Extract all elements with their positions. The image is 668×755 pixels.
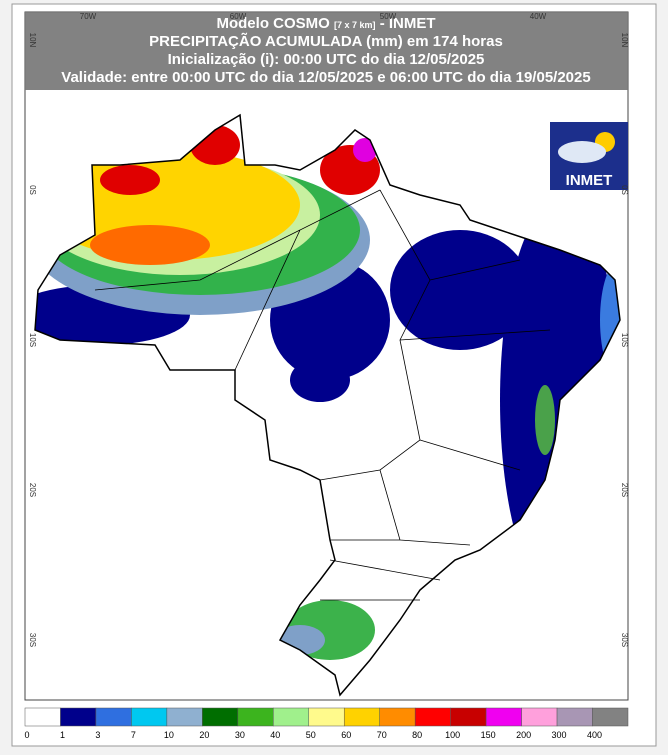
latitude-label: 30S [28, 633, 37, 647]
colorbar-label: 3 [95, 730, 100, 740]
logo-cloud [558, 141, 606, 163]
colorbar-label: 150 [481, 730, 496, 740]
colorbar-swatch [95, 707, 132, 727]
colorbar-label: 80 [412, 730, 422, 740]
longitude-label: 60W [230, 12, 247, 21]
colorbar-swatch [414, 707, 451, 727]
colorbar-label: 40 [270, 730, 280, 740]
latitude-label: 20S [28, 483, 37, 497]
colorbar-swatch [485, 707, 522, 727]
logo-text: INMET [566, 172, 613, 189]
colorbar-swatch [60, 707, 97, 727]
colorbar-label: 100 [445, 730, 460, 740]
country-outline [34, 113, 621, 697]
colorbar-label: 20 [199, 730, 209, 740]
colorbar-swatch [237, 707, 274, 727]
resolution: [7 x 7 km] [334, 20, 376, 30]
colorbar-label: 70 [377, 730, 387, 740]
source: - INMET [380, 15, 436, 32]
header-line: Modelo COSMO [7 x 7 km] - INMET [216, 15, 435, 32]
validity: Validade: entre 00:00 UTC do dia 12/05/2… [61, 69, 590, 86]
colorbar-swatch [556, 707, 593, 727]
colorbar-label: 60 [341, 730, 351, 740]
initialization: Inicialização (i): 00:00 UTC do dia 12/0… [168, 51, 485, 68]
latitude-label: 10S [620, 333, 629, 347]
colorbar-swatch [166, 707, 203, 727]
colorbar-swatch [131, 707, 168, 727]
title: PRECIPITAÇÃO ACUMULADA (mm) em 174 horas [149, 32, 503, 50]
colorbar-swatch [202, 707, 239, 727]
latitude-label: 0S [620, 185, 629, 195]
colorbar-swatch [521, 707, 558, 727]
colorbar-swatch [273, 707, 310, 727]
latitude-label: 10N [28, 33, 37, 48]
model-name: Modelo COSMO [216, 15, 330, 32]
latitude-label: 30S [620, 633, 629, 647]
colorbar-label: 0 [24, 730, 29, 740]
colorbar-label: 400 [587, 730, 602, 740]
colorbar-label: 300 [552, 730, 567, 740]
latitude-label: 10S [28, 333, 37, 347]
latitude-label: 20S [620, 483, 629, 497]
longitude-label: 40W [530, 12, 547, 21]
header-band [25, 12, 628, 90]
longitude-label: 50W [380, 12, 397, 21]
state-borders [94, 189, 551, 601]
colorbar-label: 10 [164, 730, 174, 740]
colorbar-label: 7 [131, 730, 136, 740]
colorbar-label: 1 [60, 730, 65, 740]
latitude-label: 10N [620, 33, 629, 48]
colorbar-swatch [450, 707, 487, 727]
colorbar-swatch [308, 707, 345, 727]
graticule-labels: 70W 60W 50W 40W 10N 10N 0S 0S 10S 10S 20S 20S 30S 30S [28, 12, 629, 647]
longitude-label: 70W [80, 12, 97, 21]
colorbar-label: 30 [235, 730, 245, 740]
colorbar-swatch [343, 707, 380, 727]
colorbar: 0 1 3 7 10 20 30 40 50 60 70 80 100 150 200 300 400 [24, 707, 629, 740]
latitude-label: 0S [28, 185, 37, 195]
colorbar-label: 200 [516, 730, 531, 740]
colorbar-swatch [592, 707, 629, 727]
colorbar-swatch [24, 707, 61, 727]
colorbar-swatch [379, 707, 416, 727]
colorbar-label: 50 [306, 730, 316, 740]
